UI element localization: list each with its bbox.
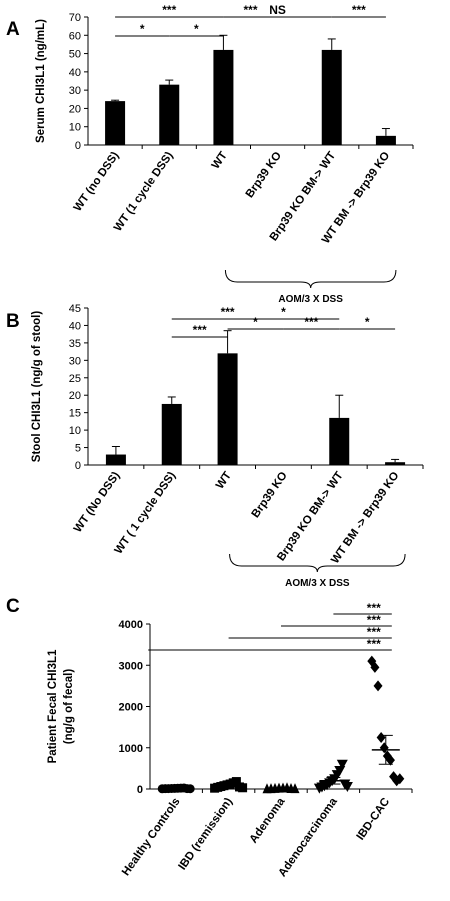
- category-label: Adenocarcinoma: [277, 795, 341, 879]
- bar: [105, 101, 126, 145]
- significance-label: *: [140, 22, 145, 36]
- y-tick-label: 40: [69, 320, 81, 332]
- y-tick-label: 30: [69, 85, 81, 97]
- y-tick-label: 0: [75, 460, 81, 472]
- significance-label: ***: [367, 625, 381, 639]
- y-tick-label: 1000: [119, 743, 143, 755]
- bar: [159, 84, 180, 145]
- bar: [329, 417, 350, 465]
- data-point-diamond: [376, 731, 386, 743]
- significance-label: ***: [367, 613, 381, 627]
- data-point-diamond: [395, 773, 405, 785]
- significance-label: ***: [243, 3, 257, 17]
- y-tick-label: 60: [69, 30, 81, 42]
- category-label: WT: [214, 470, 234, 492]
- data-point-diamond: [373, 680, 383, 692]
- bar: [375, 135, 396, 145]
- significance-label: ***: [367, 601, 381, 615]
- significance-label: ***: [193, 323, 207, 337]
- bar: [105, 454, 126, 465]
- bar: [385, 462, 406, 465]
- y-axis-label-unit: (ng/g of fecal): [63, 669, 75, 745]
- data-point-diamond: [385, 754, 395, 766]
- panel-a-chart: 0 10 20 30 40 50 60 70 Serum CHI3L1 (ng/mL) WT (n…: [35, 3, 414, 305]
- category-label: WT (No DSS): [72, 470, 123, 535]
- y-tick-label: 0: [75, 140, 81, 152]
- category-label: WT (no DSS): [72, 150, 122, 214]
- y-axis-label: Stool CHI3L1 (ng/g of stool): [31, 311, 43, 463]
- panel-c-chart: 0 1000 2000 3000 4000 Patient Fecal CHI3L1 (ng…: [47, 601, 413, 879]
- y-tick-label: 2000: [119, 702, 143, 714]
- y-tick-label: 3000: [119, 660, 143, 672]
- y-tick-label: 50: [69, 49, 81, 61]
- y-tick-label: 10: [69, 425, 81, 437]
- data-point-diamond: [370, 661, 380, 673]
- y-tick-label: 20: [69, 103, 81, 115]
- y-axis-label: Patient Fecal CHI3L1: [47, 649, 59, 763]
- significance-label: ***: [352, 3, 366, 17]
- category-label: Brp39 KO: [244, 150, 284, 200]
- data-point-square: [238, 783, 248, 793]
- significance-label: ***: [162, 3, 176, 17]
- category-label: IBD (remission): [176, 796, 235, 873]
- y-tick-label: 4000: [119, 619, 143, 631]
- category-label: Adenoma: [248, 795, 288, 845]
- y-tick-label: 20: [69, 390, 81, 402]
- y-tick-label: 25: [69, 373, 81, 385]
- significance-label: *: [281, 305, 286, 319]
- category-label: WT ( 1 cycle DSS): [113, 470, 179, 557]
- category-label: WT (1 cycle DSS): [112, 150, 176, 234]
- y-tick-label: 35: [69, 338, 81, 350]
- significance-label: NS: [269, 3, 286, 17]
- significance-label: *: [253, 315, 258, 329]
- y-tick-label: 15: [69, 408, 81, 420]
- y-tick-label: 30: [69, 355, 81, 367]
- category-label: Brp39 KO: [250, 470, 290, 520]
- bar: [213, 49, 234, 145]
- bar: [217, 353, 238, 465]
- panel-letter-c: C: [6, 596, 20, 617]
- category-label: WT: [210, 150, 230, 172]
- y-tick-label: 45: [69, 303, 81, 315]
- category-label: Healthy Controls: [120, 796, 183, 878]
- significance-label: *: [365, 315, 370, 329]
- panel-b-chart: 0 5 10 15 20 25 30 35 40 45 Stool CHI3L1 (ng/g of …: [31, 303, 424, 589]
- data-point-triangle-down: [336, 759, 348, 770]
- y-tick-label: 0: [137, 784, 143, 796]
- group-brace: [229, 553, 406, 573]
- group-label: AOM/3 X DSS: [278, 294, 343, 305]
- significance-label: *: [194, 22, 199, 36]
- group-brace: [224, 269, 397, 289]
- y-tick-label: 70: [69, 12, 81, 24]
- y-axis-label: Serum CHI3L1 (ng/mL): [35, 19, 47, 143]
- bar: [321, 49, 342, 145]
- y-tick-label: 5: [75, 443, 81, 455]
- panel-letter-a: A: [6, 19, 20, 40]
- category-label: IBD-CAC: [355, 796, 393, 843]
- y-tick-label: 10: [69, 122, 81, 134]
- significance-label: ***: [221, 305, 235, 319]
- panel-letter-b: B: [6, 311, 20, 332]
- y-tick-label: 40: [69, 67, 81, 79]
- bar: [161, 403, 182, 465]
- significance-label: ***: [367, 637, 381, 651]
- data-point-square: [231, 777, 241, 787]
- group-label: AOM/3 X DSS: [285, 578, 350, 589]
- data-point-triangle-down: [341, 782, 353, 793]
- significance-label: ***: [304, 315, 318, 329]
